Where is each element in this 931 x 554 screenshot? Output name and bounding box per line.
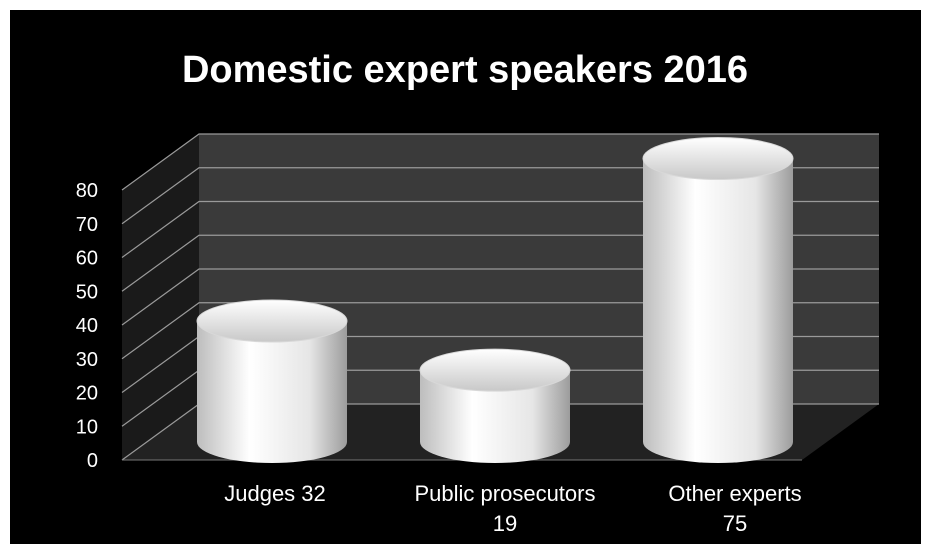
category-label: Other experts 75 — [668, 481, 801, 536]
bar-2 — [643, 158, 793, 463]
bar-1 — [420, 370, 570, 463]
y-tick-label: 20 — [76, 383, 98, 405]
plot-area: 0 10 20 30 40 50 60 70 80 Judges 32 Public prosecu… — [76, 133, 879, 536]
y-tick-label: 60 — [76, 248, 98, 270]
bar-top-1 — [419, 348, 571, 392]
bar-top-0 — [196, 299, 348, 343]
chart-svg: Domestic expert speakers 2016 0 10 20 30 40 5… — [76, 49, 879, 536]
y-tick-label: 10 — [76, 416, 98, 438]
y-tick-label: 70 — [76, 214, 98, 236]
chart-title: Domestic expert speakers 2016 — [182, 49, 748, 91]
category-label: Judges 32 — [224, 481, 326, 506]
category-label: Public prosecutors 19 — [415, 481, 596, 536]
bar-0 — [197, 321, 347, 463]
chart-frame: Domestic expert speakers 2016 0 10 20 30 40 5… — [10, 10, 921, 544]
y-tick-label: 50 — [76, 281, 98, 303]
y-tick-label: 30 — [76, 349, 98, 371]
gridline — [121, 133, 879, 191]
y-tick-label: 80 — [76, 180, 98, 202]
bar-top-2 — [642, 137, 794, 180]
y-tick-label: 40 — [76, 315, 98, 337]
y-tick-label: 0 — [87, 450, 98, 472]
